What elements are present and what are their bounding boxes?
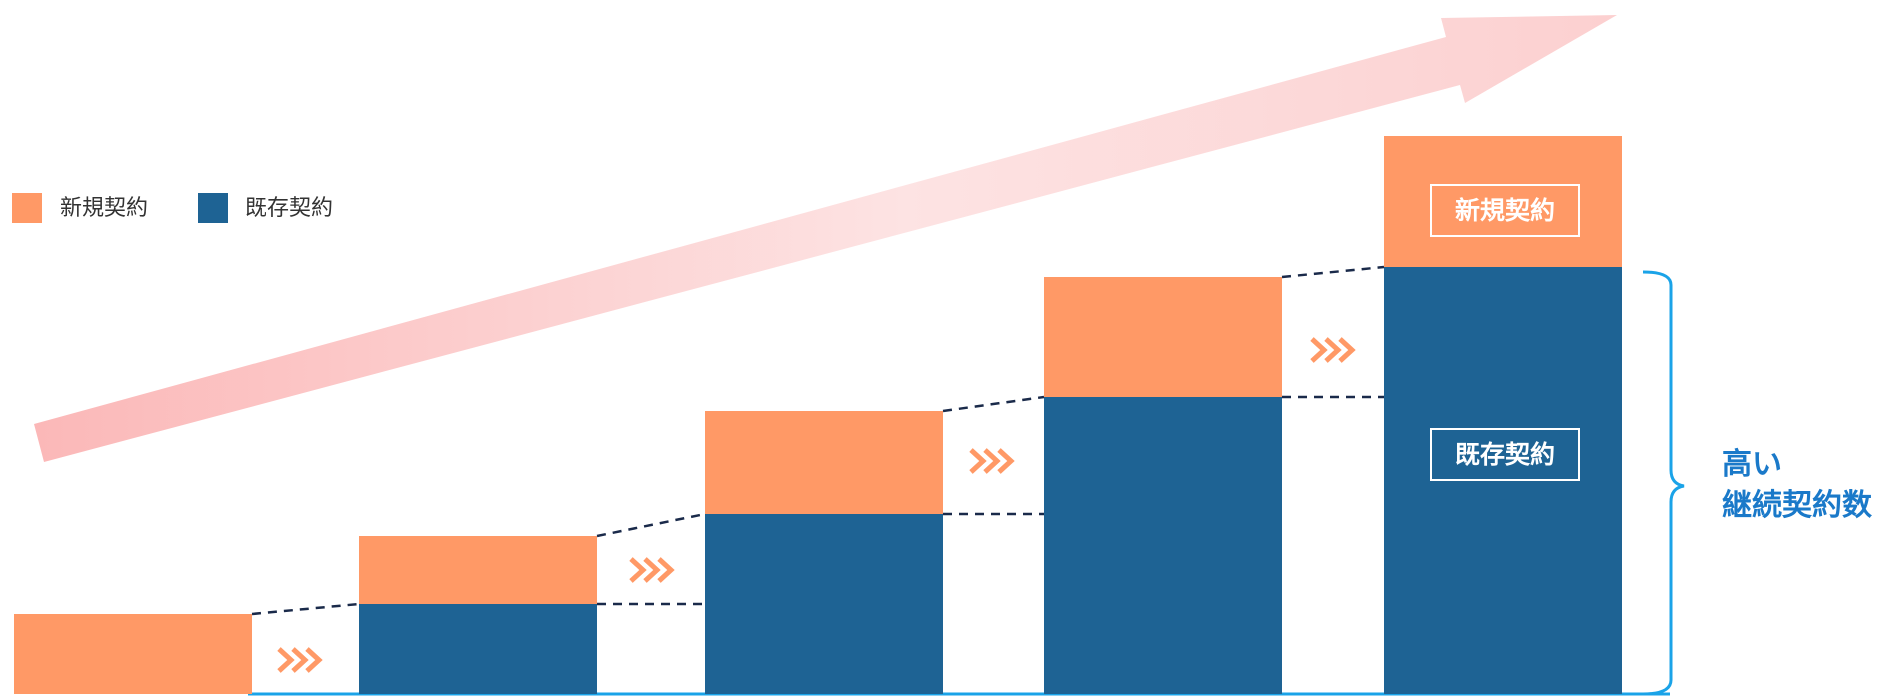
chevron-icon [997,448,1015,474]
annotation-line1: 高い [1722,447,1782,482]
growth-arrow-icon [34,15,1617,462]
connector-top-2 [596,512,706,538]
connector-top-1 [251,602,360,616]
chevron-icon [305,647,323,673]
chevron-marker-1 [277,647,323,673]
chevron-icon [291,647,309,673]
chevron-marker-4 [1310,337,1356,363]
bar-new-1 [14,614,252,694]
chevron-icon [629,557,647,583]
box-label-new-text: 新規契約 [1455,196,1555,225]
chevron-icon [983,448,1001,474]
chevron-icon [1310,337,1328,363]
chevron-icon [1324,337,1342,363]
chevron-icon [969,448,987,474]
chevron-icon [643,557,661,583]
chevron-icon [277,647,295,673]
chevron-marker-2 [629,557,675,583]
bar-new-4 [1044,277,1282,397]
chevron-marker-3 [969,448,1015,474]
bar-new-5 [1384,136,1622,267]
bar-existing-2 [359,604,597,694]
legend-swatch-new [12,193,42,223]
box-label-new: 新規契約 [1430,184,1580,237]
chevron-icon [1338,337,1356,363]
box-label-existing-text: 既存契約 [1455,440,1555,469]
chevron-markers [277,337,1356,673]
bar-new-2 [359,536,597,604]
connector-top-3 [942,395,1045,413]
bar-existing-4 [1044,397,1282,694]
legend-label-existing: 既存契約 [245,196,333,221]
legend: 新規契約 既存契約 [12,193,333,223]
bar-new-3 [705,411,943,514]
bar-existing-3 [705,514,943,694]
bracket-icon [1642,270,1685,696]
annotation-line2: 継続契約数 [1722,488,1873,523]
legend-label-new: 新規契約 [60,196,148,221]
legend-swatch-existing [198,193,228,223]
box-label-existing: 既存契約 [1430,428,1580,481]
chevron-icon [657,557,675,583]
connector-lines [251,265,1394,616]
connector-top-4 [1281,265,1385,279]
